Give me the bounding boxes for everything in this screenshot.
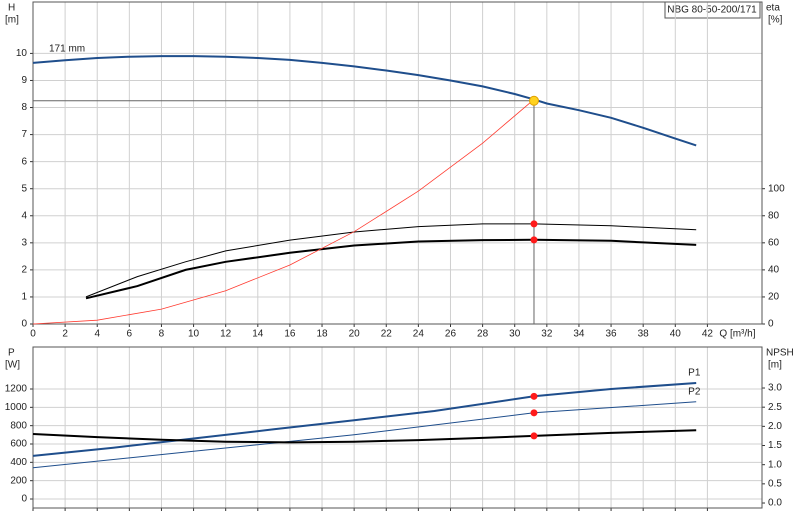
x-tick-label: 2 — [62, 329, 68, 340]
operating-dot — [530, 409, 538, 417]
y-tick-label: 0 — [21, 319, 27, 330]
x-tick-label: 24 — [413, 329, 425, 340]
y2-tick-label: 40 — [768, 265, 780, 276]
y2-tick-label: 60 — [768, 237, 780, 248]
x-tick-label: 26 — [445, 329, 457, 340]
x-axis-label: Q [m³/h] — [719, 329, 755, 340]
y-axis-label: H — [8, 3, 15, 14]
plot-frame — [32, 346, 763, 509]
y2-tick-label: 1.0 — [768, 459, 782, 470]
operating-dot — [530, 432, 538, 440]
y-tick-label: 6 — [21, 156, 27, 167]
y2-tick-label: 0.0 — [768, 498, 782, 509]
chart-title: NBG 80-50-200/171 — [667, 5, 757, 16]
y2-tick-label: 0 — [768, 319, 774, 330]
y-tick-label: 1000 — [5, 402, 28, 413]
y2-axis-label: NPSH — [766, 348, 794, 359]
curve — [85, 223, 697, 298]
y-tick-label: 5 — [21, 183, 27, 194]
x-tick-label: 8 — [159, 329, 165, 340]
y-tick-label: 1 — [21, 292, 27, 303]
y-tick-label: 4 — [21, 210, 27, 221]
y-tick-label: 10 — [16, 48, 28, 59]
x-tick-label: 42 — [702, 329, 714, 340]
y-axis-unit: [W] — [5, 360, 20, 371]
y2-tick-label: 100 — [768, 183, 785, 194]
x-tick-label: 32 — [541, 329, 553, 340]
y2-tick-label: 2.0 — [768, 421, 782, 432]
y2-axis-label: eta — [766, 3, 780, 14]
y-tick-label: 600 — [10, 439, 27, 450]
y-tick-label: 3 — [21, 237, 27, 248]
y2-tick-label: 3.0 — [768, 383, 782, 394]
x-tick-label: 22 — [381, 329, 393, 340]
y-tick-label: 200 — [10, 475, 27, 486]
curve-label: 171 mm — [49, 44, 85, 55]
y-tick-label: 8 — [21, 102, 27, 113]
x-tick-label: 36 — [605, 329, 617, 340]
y-tick-label: 800 — [10, 420, 27, 431]
x-tick-label: 38 — [638, 329, 650, 340]
x-tick-label: 0 — [30, 329, 36, 340]
curve — [32, 99, 535, 325]
y2-tick-label: 20 — [768, 292, 780, 303]
y2-tick-label: 2.5 — [768, 402, 782, 413]
y-tick-label: 9 — [21, 75, 27, 86]
y-tick-label: 400 — [10, 457, 27, 468]
y-tick-label: 0 — [21, 494, 27, 505]
y-axis-unit: [m] — [5, 15, 19, 26]
curve — [32, 429, 697, 444]
y-tick-label: 2 — [21, 265, 27, 276]
y2-axis-unit: [m] — [768, 360, 782, 371]
x-tick-label: 28 — [477, 329, 489, 340]
x-tick-label: 40 — [670, 329, 682, 340]
curve — [32, 55, 697, 147]
curve — [85, 238, 697, 300]
operating-point — [528, 95, 539, 106]
operating-dot — [530, 392, 538, 400]
curve-label: P2 — [688, 386, 701, 397]
x-tick-label: 12 — [220, 329, 232, 340]
y2-tick-label: 80 — [768, 210, 780, 221]
operating-dot — [530, 236, 538, 244]
x-tick-label: 16 — [284, 329, 296, 340]
x-tick-label: 14 — [252, 329, 264, 340]
x-tick-label: 20 — [349, 329, 361, 340]
plot-frame — [32, 1, 763, 325]
y2-tick-label: 1.5 — [768, 440, 782, 451]
y-tick-label: 7 — [21, 129, 27, 140]
curve-label: P1 — [688, 368, 701, 379]
x-tick-label: 4 — [94, 329, 100, 340]
x-tick-label: 18 — [316, 329, 328, 340]
y-tick-label: 1200 — [5, 384, 28, 395]
curve — [32, 382, 697, 457]
x-tick-label: 10 — [188, 329, 200, 340]
curve — [32, 401, 697, 469]
y2-axis-unit: [%] — [768, 15, 783, 26]
x-tick-label: 30 — [509, 329, 521, 340]
y-axis-label: P — [8, 348, 15, 359]
y2-tick-label: 0.5 — [768, 478, 782, 489]
operating-dot — [530, 220, 538, 228]
x-tick-label: 6 — [127, 329, 133, 340]
x-tick-label: 34 — [573, 329, 585, 340]
